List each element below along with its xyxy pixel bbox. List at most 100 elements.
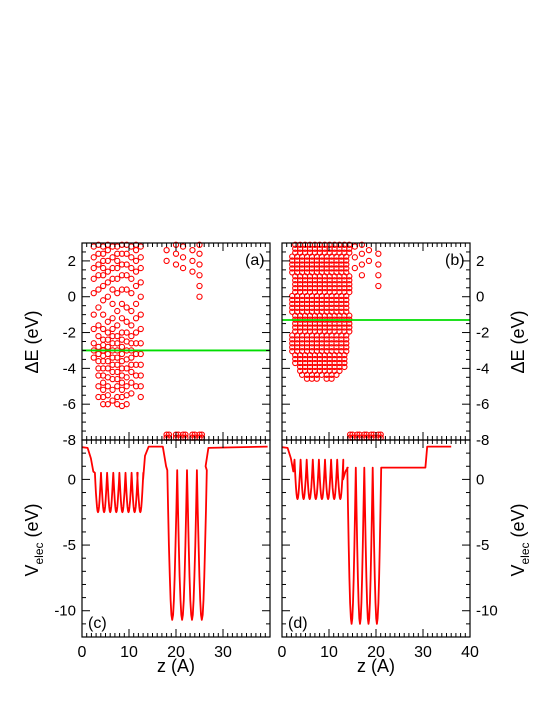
y-tick-label: -5: [63, 537, 76, 554]
x-tick-label: 0: [78, 644, 87, 661]
v-sub: elec: [518, 542, 532, 564]
data-point: [189, 247, 196, 254]
data-point: [346, 273, 353, 280]
data-point: [196, 293, 203, 300]
y-axis-title-a: ΔE (eV): [22, 310, 42, 373]
data-point: [343, 292, 350, 300]
data-point: [313, 375, 320, 382]
data-point: [128, 307, 135, 315]
data-point: [137, 372, 144, 379]
data-point: [109, 397, 116, 404]
data-point: [196, 272, 203, 279]
data-point: [137, 383, 144, 390]
data-point: [333, 371, 340, 378]
data-point: [123, 304, 130, 311]
data-point: [114, 307, 121, 315]
data-point: [104, 279, 111, 286]
v-sub: elec: [32, 542, 46, 564]
y-tick-label: -4: [476, 360, 489, 377]
panel-a-axes: 2 0 -2 -4 -6 -8: [63, 242, 271, 449]
data-point: [358, 272, 366, 279]
panel-c: 0 -5 -10 0 10 20 30 (c): [54, 439, 271, 661]
data-point: [104, 383, 111, 390]
y-tick-label: -10: [54, 603, 76, 620]
y-tick-label: 0: [68, 471, 76, 488]
data-point: [109, 315, 116, 322]
panel-a-data: [82, 241, 270, 441]
data-point: [172, 250, 180, 257]
data-point: [128, 390, 135, 397]
data-point: [196, 282, 203, 290]
data-point: [343, 261, 350, 268]
data-point: [104, 343, 111, 351]
panel-a: 2 0 -2 -4 -6 -8 (a): [63, 241, 271, 449]
y-tick-label: -4: [63, 360, 76, 377]
data-point: [179, 264, 187, 272]
data-point: [114, 332, 121, 340]
y-axis-title-b: ΔE (eV): [508, 310, 528, 373]
v-unit: (eV): [22, 503, 42, 542]
data-point: [375, 261, 382, 268]
data-point: [137, 264, 144, 272]
data-point: [137, 311, 144, 318]
v-unit: (eV): [508, 503, 528, 542]
data-point: [128, 379, 135, 386]
data-point: [90, 340, 97, 347]
panel-c-data: [81, 445, 268, 621]
data-point: [90, 311, 97, 318]
x-tick-label: 10: [320, 644, 338, 661]
x-tick-label: 20: [367, 644, 385, 661]
data-point: [343, 257, 350, 264]
data-point: [189, 268, 196, 275]
data-point: [95, 261, 102, 268]
panel-b-data: [282, 241, 470, 441]
data-point: [100, 386, 107, 394]
panel-d: 0 -5 -10 0 10 20 30 40 (d): [278, 439, 498, 661]
data-point: [118, 379, 126, 386]
data-point: [343, 300, 350, 308]
data-point: [343, 265, 350, 272]
data-point: [128, 354, 135, 361]
data-point: [123, 261, 130, 268]
data-point: [351, 243, 358, 250]
panel-d-axes: 0 -5 -10 0 10 20 30 40: [278, 439, 498, 661]
data-point: [114, 275, 121, 282]
data-point: [123, 374, 130, 381]
data-point: [100, 272, 107, 279]
y-tick-label: 0: [476, 289, 484, 306]
data-point: [132, 282, 140, 290]
data-point: [100, 379, 107, 386]
y-tick-label: -5: [476, 537, 489, 554]
data-point: [109, 300, 116, 308]
data-point: [137, 325, 144, 333]
data-point: [137, 350, 144, 358]
data-point: [137, 254, 144, 261]
y-tick-label: -10: [476, 603, 498, 620]
potential-curve: [281, 445, 452, 625]
data-point: [114, 264, 121, 272]
data-point: [128, 254, 135, 261]
data-point: [365, 257, 373, 265]
data-point: [104, 268, 111, 275]
data-point: [95, 332, 102, 340]
data-point: [114, 354, 121, 361]
data-point: [346, 241, 353, 248]
data-point: [90, 264, 97, 272]
data-point: [104, 401, 111, 408]
data-point: [346, 320, 353, 327]
data-point: [104, 318, 111, 325]
panel-a-label: (a): [245, 252, 265, 269]
data-point: [346, 328, 353, 335]
y-tick-label: 2: [68, 253, 76, 270]
data-point: [90, 289, 97, 297]
data-point: [118, 386, 126, 394]
x-tick-label: 30: [414, 644, 432, 661]
y-tick-label: -2: [63, 325, 76, 342]
data-point: [346, 288, 353, 296]
data-point: [196, 241, 203, 248]
data-point: [128, 368, 135, 376]
x-tick-label: 10: [120, 644, 138, 661]
data-point: [118, 300, 126, 308]
data-point: [114, 383, 121, 390]
